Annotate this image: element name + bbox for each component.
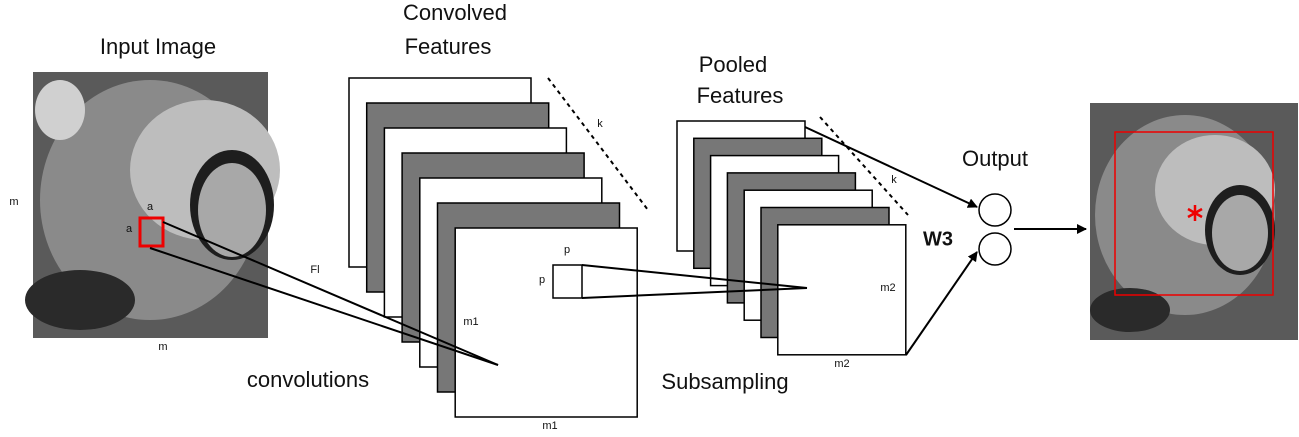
- convolved-stack: [349, 78, 637, 417]
- output-title: Output: [962, 146, 1028, 171]
- arrow: [906, 252, 977, 355]
- conv-side-label: m1: [463, 316, 478, 328]
- input-title: Input Image: [100, 34, 216, 59]
- weights-label: W3: [923, 228, 953, 250]
- pool-bottom-label: m2: [834, 358, 849, 370]
- conv-bottom-label: m1: [542, 420, 557, 432]
- pooled-title: Features: [697, 83, 784, 108]
- cnn-diagram: Input Image m m a a Convolved Features k…: [0, 0, 1299, 437]
- convolved-title: Convolved: [403, 0, 507, 25]
- pool-patch: [553, 265, 582, 298]
- convolved-title: Features: [405, 34, 492, 59]
- filter-label: Fl: [310, 264, 319, 276]
- feature-map: [455, 228, 637, 417]
- input-side-label: m: [9, 196, 18, 208]
- patch-label: a: [147, 201, 154, 213]
- patch-label: a: [126, 223, 133, 235]
- subsampling-caption: Subsampling: [661, 369, 788, 394]
- p-label: p: [564, 244, 570, 256]
- pooled-stack: [677, 121, 906, 355]
- p-label: p: [539, 274, 545, 286]
- depth-label: k: [891, 174, 897, 186]
- convolutions-caption: convolutions: [247, 367, 369, 392]
- output-image: [1090, 103, 1298, 340]
- output-node: [979, 194, 1011, 226]
- output-node: [979, 233, 1011, 265]
- input-bottom-label: m: [158, 341, 167, 353]
- pool-side-label: m2: [880, 282, 895, 294]
- pooled-title: Pooled: [699, 52, 768, 77]
- depth-label: k: [597, 118, 603, 130]
